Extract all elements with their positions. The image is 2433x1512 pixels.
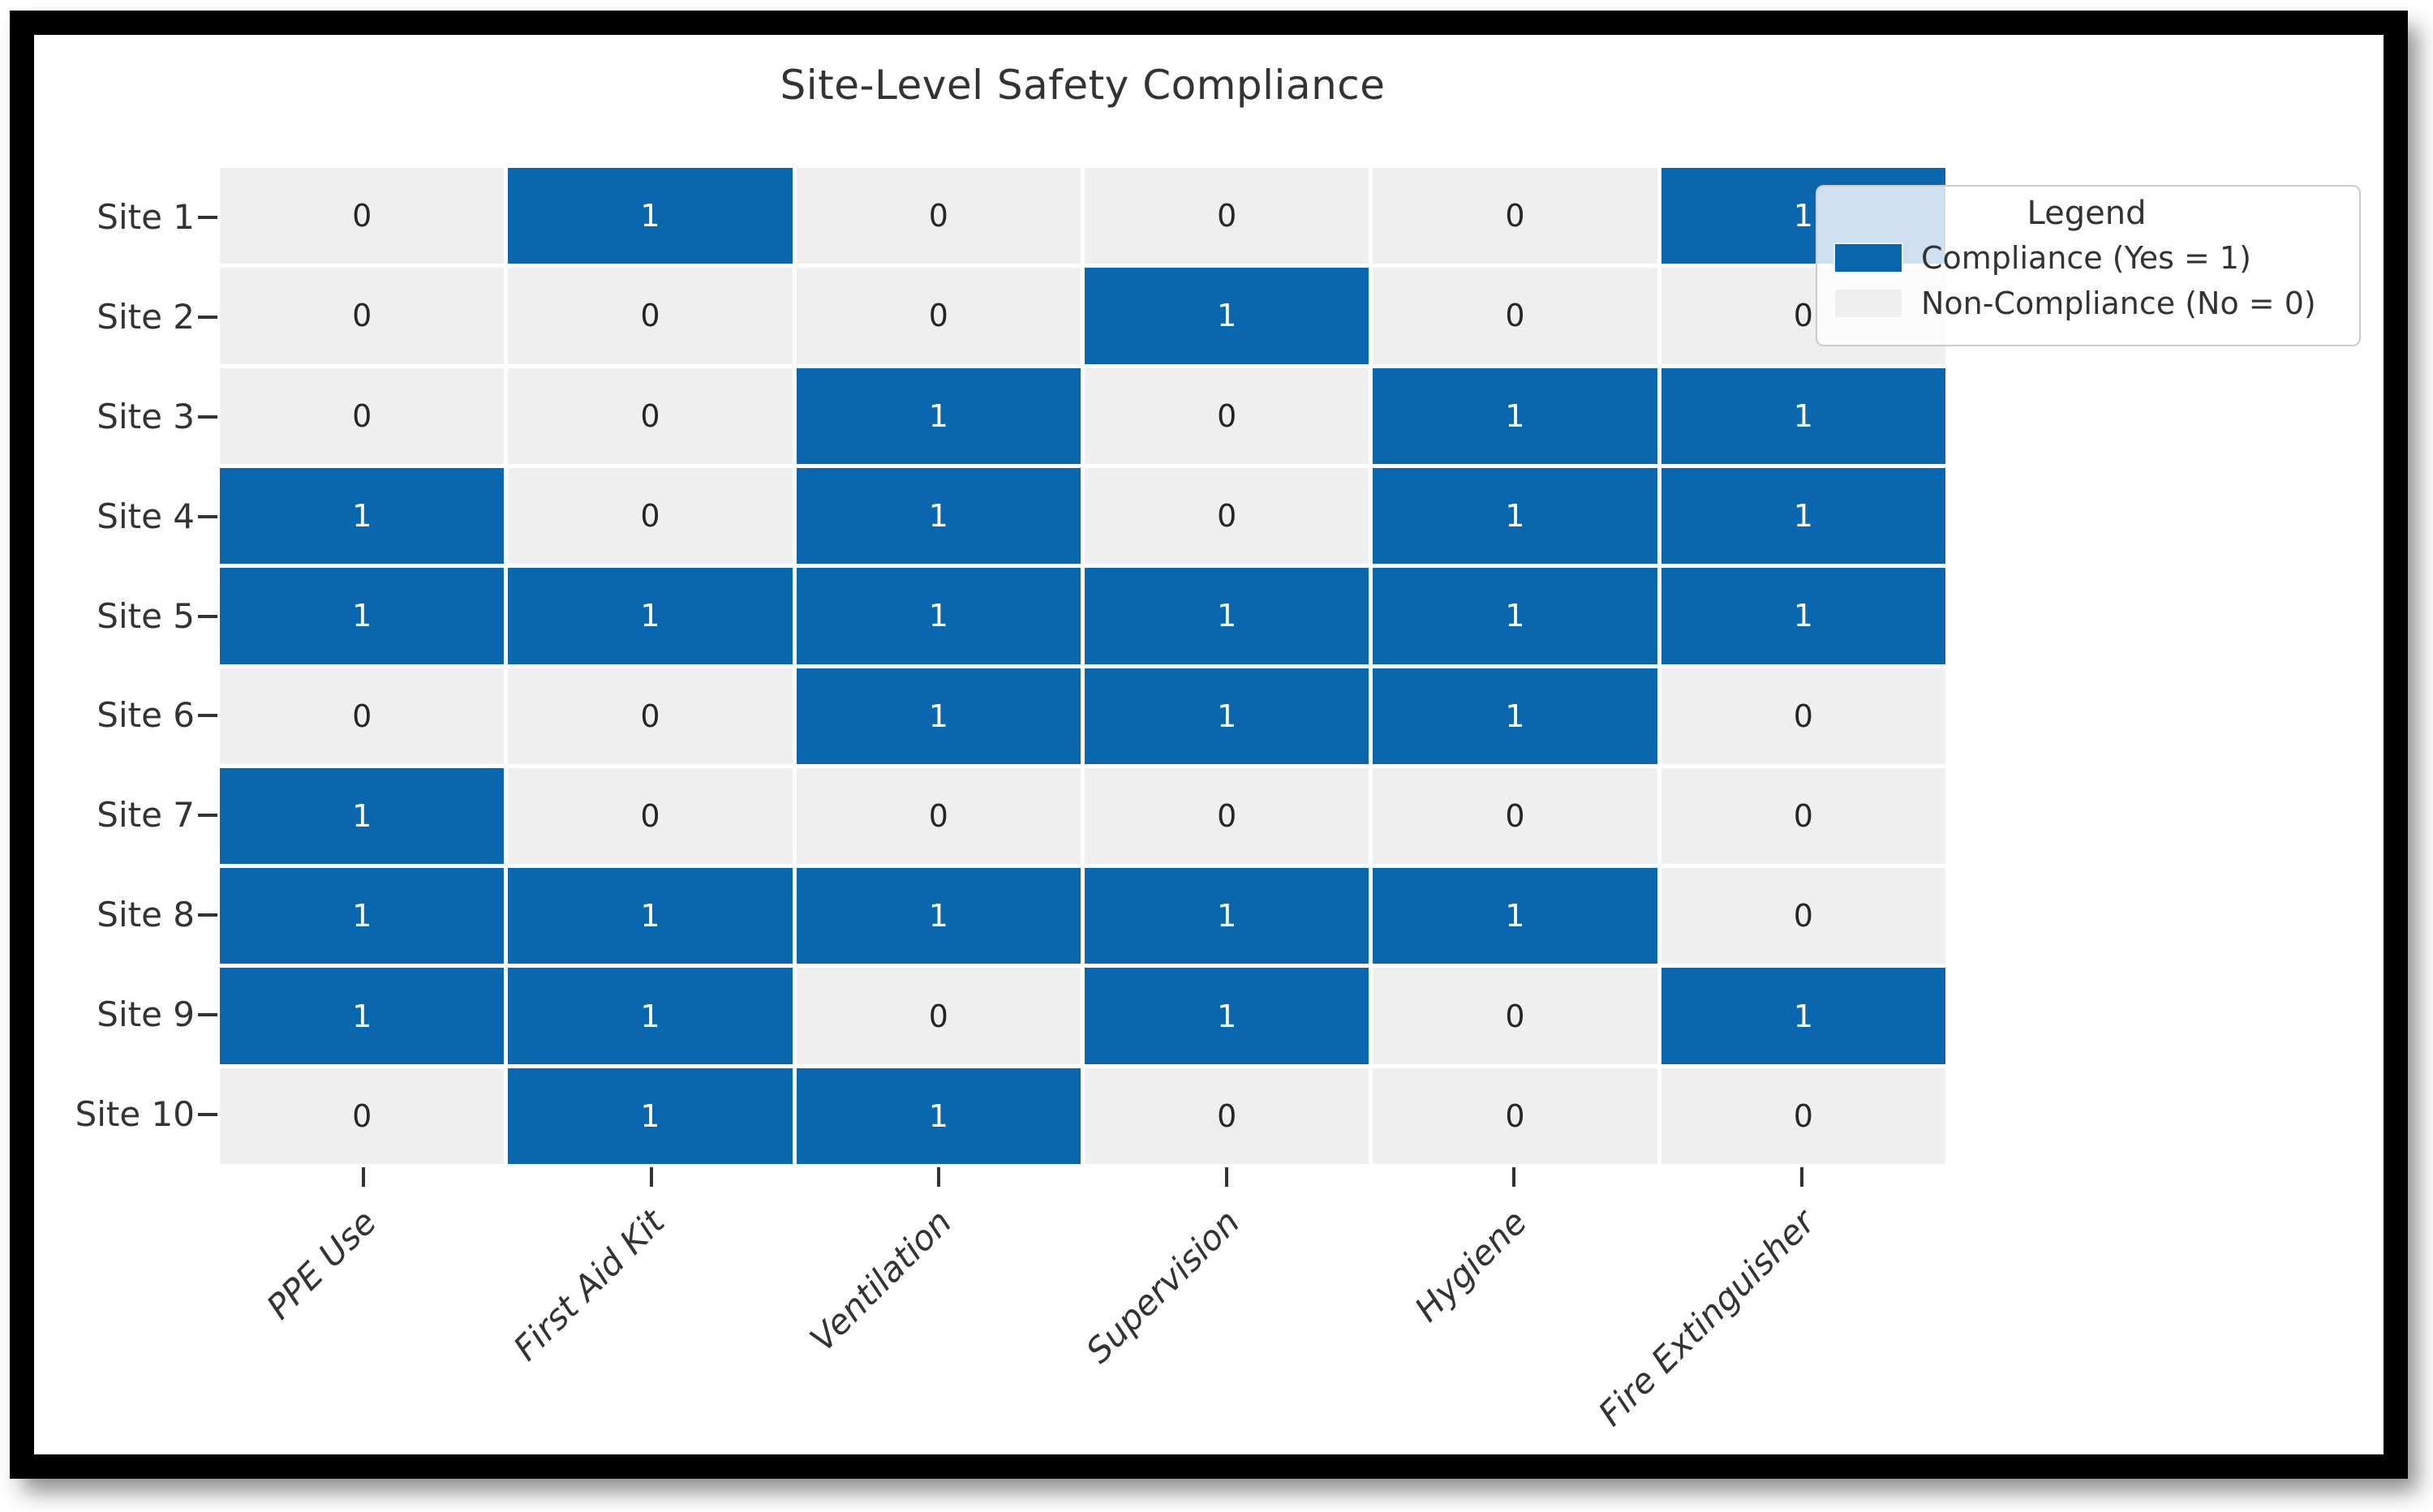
heatmap-cell: 0 bbox=[508, 467, 793, 565]
heatmap-cell: 0 bbox=[1085, 168, 1369, 264]
heatmap-cell: 0 bbox=[220, 367, 505, 464]
heatmap-cell: 0 bbox=[796, 767, 1081, 865]
y-tick-label: Site 9 bbox=[97, 994, 195, 1034]
heatmap-cell: 0 bbox=[796, 268, 1081, 364]
non-compliance-swatch-icon bbox=[1833, 288, 1903, 319]
heatmap-cell: 1 bbox=[1085, 568, 1369, 664]
heatmap-cell: 1 bbox=[1373, 467, 1657, 565]
chart-title: Site-Level Safety Compliance bbox=[780, 62, 1386, 109]
heatmap-cell: 1 bbox=[220, 868, 505, 964]
heatmap-cell: 0 bbox=[1085, 367, 1369, 464]
heatmap-cell: 0 bbox=[220, 1067, 505, 1164]
heatmap-cell: 1 bbox=[796, 568, 1081, 664]
heatmap-cell: 0 bbox=[220, 668, 505, 764]
heatmap-cell: 0 bbox=[220, 168, 505, 264]
y-tick-label: Site 5 bbox=[97, 595, 195, 636]
legend-entry-label: Non-Compliance (No = 0) bbox=[1921, 286, 2316, 321]
heatmap-cell: 0 bbox=[508, 367, 793, 464]
y-tick-mark bbox=[198, 614, 217, 618]
x-tick-mark bbox=[1224, 1167, 1228, 1187]
y-tick-label: Site 7 bbox=[97, 795, 195, 835]
y-tick-mark bbox=[198, 814, 217, 818]
heatmap-cell: 0 bbox=[1373, 268, 1657, 364]
y-tick-label: Site 8 bbox=[97, 895, 195, 934]
heatmap-cell: 1 bbox=[220, 968, 505, 1064]
y-tick-label: Site 3 bbox=[97, 397, 195, 436]
y-tick-mark bbox=[198, 1012, 217, 1016]
heatmap-cell: 1 bbox=[1661, 367, 1945, 464]
legend-entry: Non-Compliance (No = 0) bbox=[1833, 286, 2340, 321]
heatmap-cell: 1 bbox=[1661, 467, 1945, 565]
legend-box: Legend Compliance (Yes = 1) Non-Complian… bbox=[1816, 185, 2361, 346]
heatmap-cell: 1 bbox=[796, 868, 1081, 964]
y-tick-mark bbox=[198, 714, 217, 718]
heatmap-cell: 1 bbox=[1373, 568, 1657, 664]
heatmap-cell: 0 bbox=[1373, 767, 1657, 865]
heatmap-cell: 1 bbox=[220, 568, 505, 664]
heatmap-cell: 0 bbox=[508, 268, 793, 364]
heatmap-cell: 1 bbox=[796, 668, 1081, 764]
heatmap-cell: 0 bbox=[796, 168, 1081, 264]
heatmap-cell: 1 bbox=[1085, 868, 1369, 964]
heatmap-cell: 0 bbox=[1085, 467, 1369, 565]
y-tick-mark bbox=[198, 514, 217, 518]
heatmap-cell: 1 bbox=[1085, 668, 1369, 764]
heatmap-cell: 1 bbox=[220, 767, 505, 865]
heatmap-cell: 1 bbox=[508, 1067, 793, 1164]
heatmap-cell: 1 bbox=[1373, 668, 1657, 764]
heatmap-cell: 0 bbox=[1661, 1067, 1945, 1164]
heatmap-cell: 1 bbox=[220, 467, 505, 565]
heatmap-cell: 1 bbox=[1373, 868, 1657, 964]
heatmap-cell: 1 bbox=[1373, 367, 1657, 464]
heatmap-cell: 0 bbox=[508, 767, 793, 865]
y-tick-label: Site 1 bbox=[97, 197, 195, 238]
y-tick-label: Site 2 bbox=[97, 297, 195, 337]
heatmap-cell: 1 bbox=[796, 467, 1081, 565]
x-tick-mark bbox=[1512, 1167, 1516, 1187]
compliance-swatch-icon bbox=[1833, 243, 1903, 273]
heatmap-cell: 0 bbox=[1085, 1067, 1369, 1164]
heatmap-cell: 1 bbox=[796, 367, 1081, 464]
heatmap-cell: 0 bbox=[1373, 968, 1657, 1064]
y-tick-label: Site 10 bbox=[75, 1093, 195, 1134]
heatmap-cell: 1 bbox=[508, 568, 793, 664]
x-tick-mark bbox=[1799, 1167, 1803, 1187]
y-tick-mark bbox=[198, 1112, 217, 1116]
y-tick-mark bbox=[198, 913, 217, 917]
x-tick-mark bbox=[362, 1167, 366, 1187]
heatmap-cell: 1 bbox=[1661, 968, 1945, 1064]
heatmap-cell: 0 bbox=[508, 668, 793, 764]
heatmap-cell: 1 bbox=[1085, 268, 1369, 364]
y-tick-label: Site 6 bbox=[97, 695, 195, 736]
y-tick-label: Site 4 bbox=[97, 496, 195, 536]
y-tick-mark bbox=[198, 415, 217, 419]
heatmap-cell: 0 bbox=[1661, 868, 1945, 964]
legend-entry: Compliance (Yes = 1) bbox=[1833, 240, 2340, 276]
heatmap-cell: 0 bbox=[1661, 767, 1945, 865]
heatmap-cell: 1 bbox=[1661, 568, 1945, 664]
heatmap-cell: 0 bbox=[220, 268, 505, 364]
x-tick-mark bbox=[649, 1167, 653, 1187]
y-tick-mark bbox=[198, 216, 217, 220]
legend-title: Legend bbox=[2027, 195, 2147, 232]
y-tick-mark bbox=[198, 316, 217, 320]
legend-entry-label: Compliance (Yes = 1) bbox=[1921, 240, 2251, 276]
heatmap-cell: 1 bbox=[508, 168, 793, 264]
heatmap-cell: 0 bbox=[1661, 668, 1945, 764]
heatmap-cell: 1 bbox=[508, 968, 793, 1064]
x-tick-mark bbox=[937, 1167, 941, 1187]
heatmap-cell: 0 bbox=[1373, 1067, 1657, 1164]
heatmap-cell: 1 bbox=[508, 868, 793, 964]
heatmap-cell: 1 bbox=[796, 1067, 1081, 1164]
heatmap-cell: 1 bbox=[1085, 968, 1369, 1064]
heatmap-cell: 0 bbox=[1373, 168, 1657, 264]
heatmap-cell: 0 bbox=[796, 968, 1081, 1064]
heatmap-cell: 0 bbox=[1085, 767, 1369, 865]
